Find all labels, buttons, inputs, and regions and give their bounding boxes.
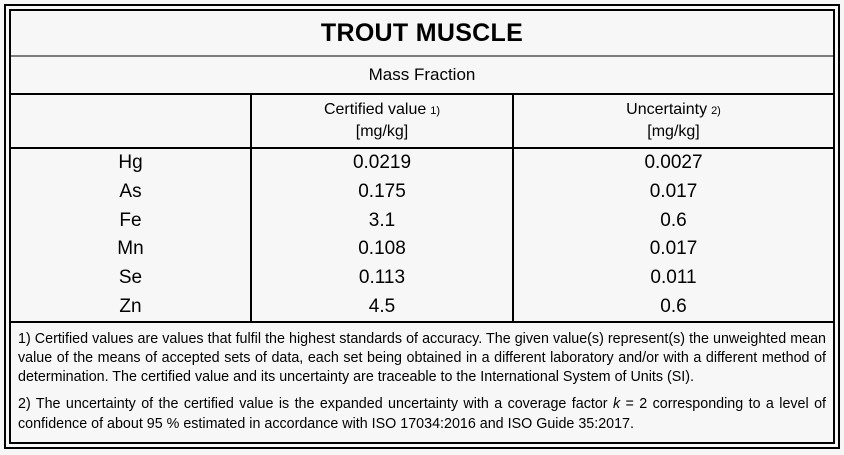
uncertainty-cell: 0.0027 [512, 149, 833, 178]
certified-cell: 3.1 [250, 206, 512, 235]
uncertainty-cell: 0.6 [512, 206, 833, 235]
footnote-1: 1) Certified values are values that fulf… [18, 331, 826, 386]
certificate-table: TROUT MUSCLE Mass Fraction Certified val… [9, 9, 835, 444]
uncertainty-column-unit: [mg/kg] [647, 123, 700, 140]
uncertainty-cell: 0.017 [512, 177, 833, 207]
header-cell-element [11, 95, 250, 147]
footnote-2-text-before: 2) The uncertainty of the certified valu… [18, 396, 613, 413]
certified-cell: 0.175 [250, 177, 512, 207]
certified-cell: 4.5 [250, 292, 512, 321]
uncertainty-column-label: Uncertainty [626, 101, 708, 119]
title-row: TROUT MUSCLE [11, 11, 833, 57]
certified-column-unit: [mg/kg] [355, 123, 409, 140]
footnote-2-text-after: = 2 corresponding to a level of confiden… [18, 396, 826, 432]
uncertainty-cell: 0.6 [512, 292, 833, 321]
header-cell-certified: Certified value 1) [mg/kg] [250, 95, 512, 147]
element-cell: Fe [119, 209, 142, 231]
element-cell: Hg [118, 152, 143, 174]
element-cell: Zn [119, 295, 142, 317]
uncertainty-cell: 0.011 [512, 263, 833, 293]
certified-column-label: Certified value [323, 101, 427, 119]
uncertainty-cell: 0.017 [512, 234, 833, 264]
page-title: TROUT MUSCLE [320, 18, 524, 47]
coverage-factor-k: k [612, 396, 621, 413]
header-cell-uncertainty: Uncertainty 2) [mg/kg] [512, 95, 833, 147]
certified-cell: 0.108 [250, 234, 512, 264]
header-row: Certified value 1) [mg/kg] Uncertainty 2… [11, 95, 833, 149]
element-cell: As [119, 180, 142, 202]
footnotes-section: 1) Certified values are values that fulf… [11, 323, 833, 442]
section-label: Mass Fraction [368, 65, 476, 84]
data-grid: Hg 0.0219 0.0027 As 0.175 0.017 Fe 3.1 0… [11, 149, 833, 323]
outer-frame: TROUT MUSCLE Mass Fraction Certified val… [4, 4, 840, 449]
certified-cell: 0.113 [250, 263, 512, 293]
element-cell: Mn [117, 238, 144, 260]
element-cell: Se [118, 266, 143, 288]
subtitle-row: Mass Fraction [11, 57, 833, 95]
footnote-2: 2) The uncertainty of the certified valu… [18, 395, 826, 433]
certified-cell: 0.0219 [250, 149, 512, 178]
